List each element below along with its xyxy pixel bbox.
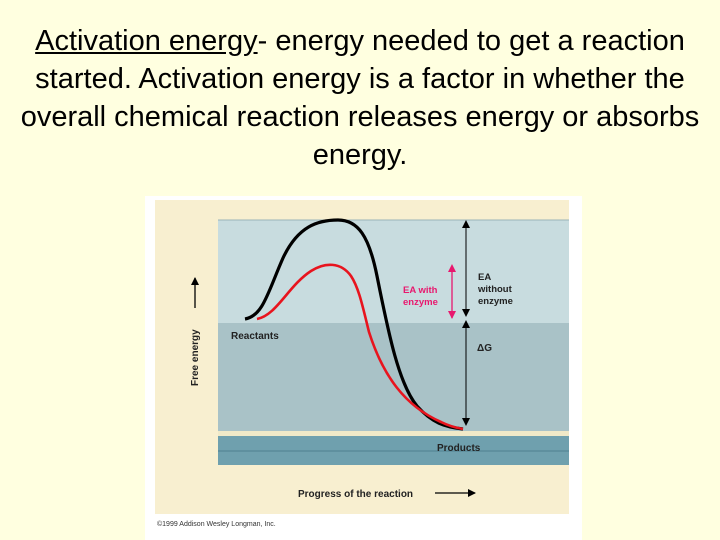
reactants-label: Reactants <box>231 331 279 342</box>
curve-without-enzyme <box>244 218 464 431</box>
activation-energy-diagram: Free energy Progress of the reaction Rea… <box>145 196 582 540</box>
definition-text: - energy needed to get a reaction starte… <box>20 25 700 171</box>
products-label: Products <box>437 443 481 454</box>
ea-with-enzyme-line-2: enzyme <box>403 297 438 308</box>
ea-without-enzyme-line-2: without <box>477 284 513 295</box>
middle-energy-band <box>218 323 569 431</box>
ea-without-enzyme-line-1: EA <box>478 272 491 283</box>
delta-g-label: ΔG <box>477 343 492 354</box>
ea-with-enzyme-line-1: EA with <box>403 285 438 296</box>
key-term: Activation energy <box>35 25 258 57</box>
y-axis-label: Free energy <box>190 329 201 386</box>
ea-without-enzyme-label: EA without enzyme <box>477 272 514 307</box>
x-axis-label: Progress of the reaction <box>298 489 413 500</box>
upper-energy-band <box>218 220 569 323</box>
bottom-panel <box>155 465 569 514</box>
slide-text: Activation energy- energy needed to get … <box>0 22 720 174</box>
products-band <box>218 431 569 436</box>
ea-with-enzyme-label: EA with enzyme <box>403 285 440 308</box>
ea-without-enzyme-line-3: enzyme <box>478 296 513 307</box>
copyright-text: ©1999 Addison Wesley Longman, Inc. <box>157 520 276 528</box>
curve-with-enzyme <box>256 263 464 431</box>
